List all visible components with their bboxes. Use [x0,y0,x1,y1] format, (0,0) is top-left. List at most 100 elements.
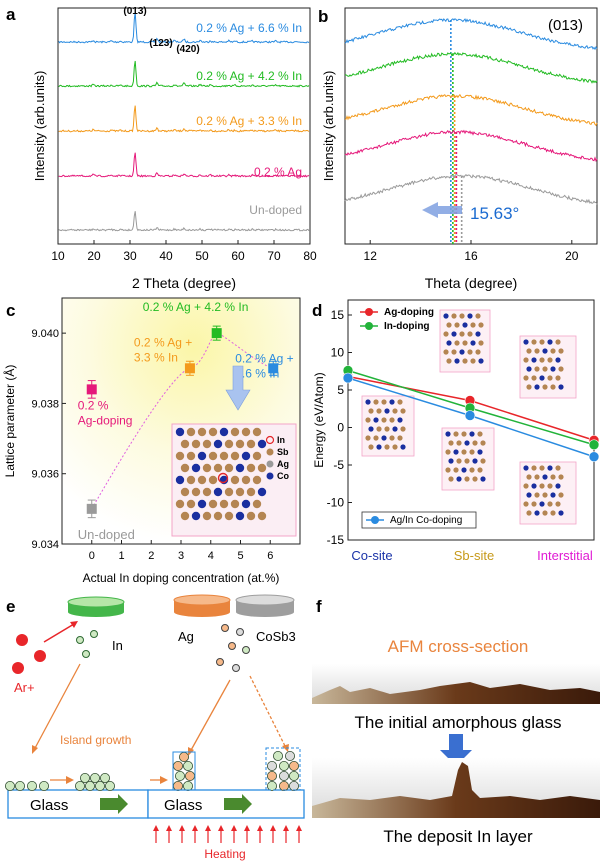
particle [266,781,277,792]
atom [365,435,371,441]
atom [392,408,398,414]
svg-text:Co: Co [277,471,289,481]
atom [213,463,223,473]
atom [373,417,379,423]
heating-arrowhead [244,825,250,831]
atom [480,440,486,446]
y-tick-label: 15 [331,308,345,322]
atom [219,427,229,437]
atom [257,511,267,521]
point-label: Un-doped [78,527,135,542]
theta-curve [344,51,598,84]
argon-ion-label: Ar+ [14,680,35,695]
heating-label: Heating [204,847,245,861]
atom [453,449,459,455]
atom [230,475,240,485]
atom [477,449,483,455]
particle [284,751,295,762]
panel-a-xlabel: 2 Theta (degree) [132,275,236,291]
panel-d-lines [342,365,600,463]
atom [397,435,403,441]
atom [368,426,374,432]
panel-label-e: e [6,597,15,616]
x-tick-label: 6 [267,550,273,562]
atom [467,313,473,319]
atom [459,349,465,355]
atom [252,499,262,509]
heating-arrowhead [257,825,263,831]
atom [480,458,486,464]
atom [531,357,537,363]
down-arrow-icon [225,365,251,411]
atom [475,313,481,319]
peak-label: (123) [149,38,172,49]
atom [534,492,540,498]
particle [26,781,37,792]
atom [542,366,548,372]
atom [523,501,529,507]
atom [469,431,475,437]
atom [526,384,532,390]
atom [470,358,476,364]
process-arrow-icon-2 [224,794,252,814]
energy-point [342,372,354,384]
atom [230,451,240,461]
atom [202,511,212,521]
afm-title: AFM cross-section [388,637,529,656]
atom [224,439,234,449]
atom [443,331,449,337]
atom [534,510,540,516]
particle [174,771,185,782]
particle [85,781,96,792]
panel-c-xlabel: Actual In doping concentration (at.%) [83,571,280,585]
atom [445,467,451,473]
particle [39,781,50,792]
particle [80,773,91,784]
atom [453,467,459,473]
panel-f: f AFM cross-section The initial amorphou… [312,597,600,846]
xrd-curve [58,60,310,88]
afm-caption-2: The deposit In layer [383,827,533,846]
particle [182,761,193,772]
atom [547,339,553,345]
atom [547,375,553,381]
atom [539,501,545,507]
atom [191,511,201,521]
atom [230,499,240,509]
atom [461,467,467,473]
particle [278,761,289,772]
atom [202,439,212,449]
atom [219,451,229,461]
panel-d-legend-bottom: Ag/In Co-doping [361,511,477,529]
atom [197,499,207,509]
atom [555,465,561,471]
atom [381,399,387,405]
atom [252,427,262,437]
point-label: Ag-doping [78,413,133,427]
atom [384,444,390,450]
heating-arrowhead [179,825,185,831]
heating-arrowhead [270,825,276,831]
panel-a: a 0.2 % Ag + 6.6 % In 0.2 % Ag + 4.2 % In… [6,5,317,291]
cosb3-label: CoSb3 [256,629,296,644]
atom [534,366,540,372]
atom [392,444,398,450]
data-point [184,363,195,374]
atom [531,483,537,489]
particle [75,781,86,792]
atom [550,492,556,498]
panel-c-legend: In Sb Ag Co [265,435,289,481]
y-tick-label: 9.038 [31,398,59,410]
ag-cosb3-particles [216,624,250,672]
xrd-curve [58,105,310,133]
atom [241,499,251,509]
atom [462,340,468,346]
heating-arrowhead [166,825,172,831]
particle [266,771,277,782]
atom [180,463,190,473]
atom [526,492,532,498]
x-tick-label: 80 [303,249,317,263]
energy-point [464,410,476,421]
atom [558,492,564,498]
atom [464,458,470,464]
